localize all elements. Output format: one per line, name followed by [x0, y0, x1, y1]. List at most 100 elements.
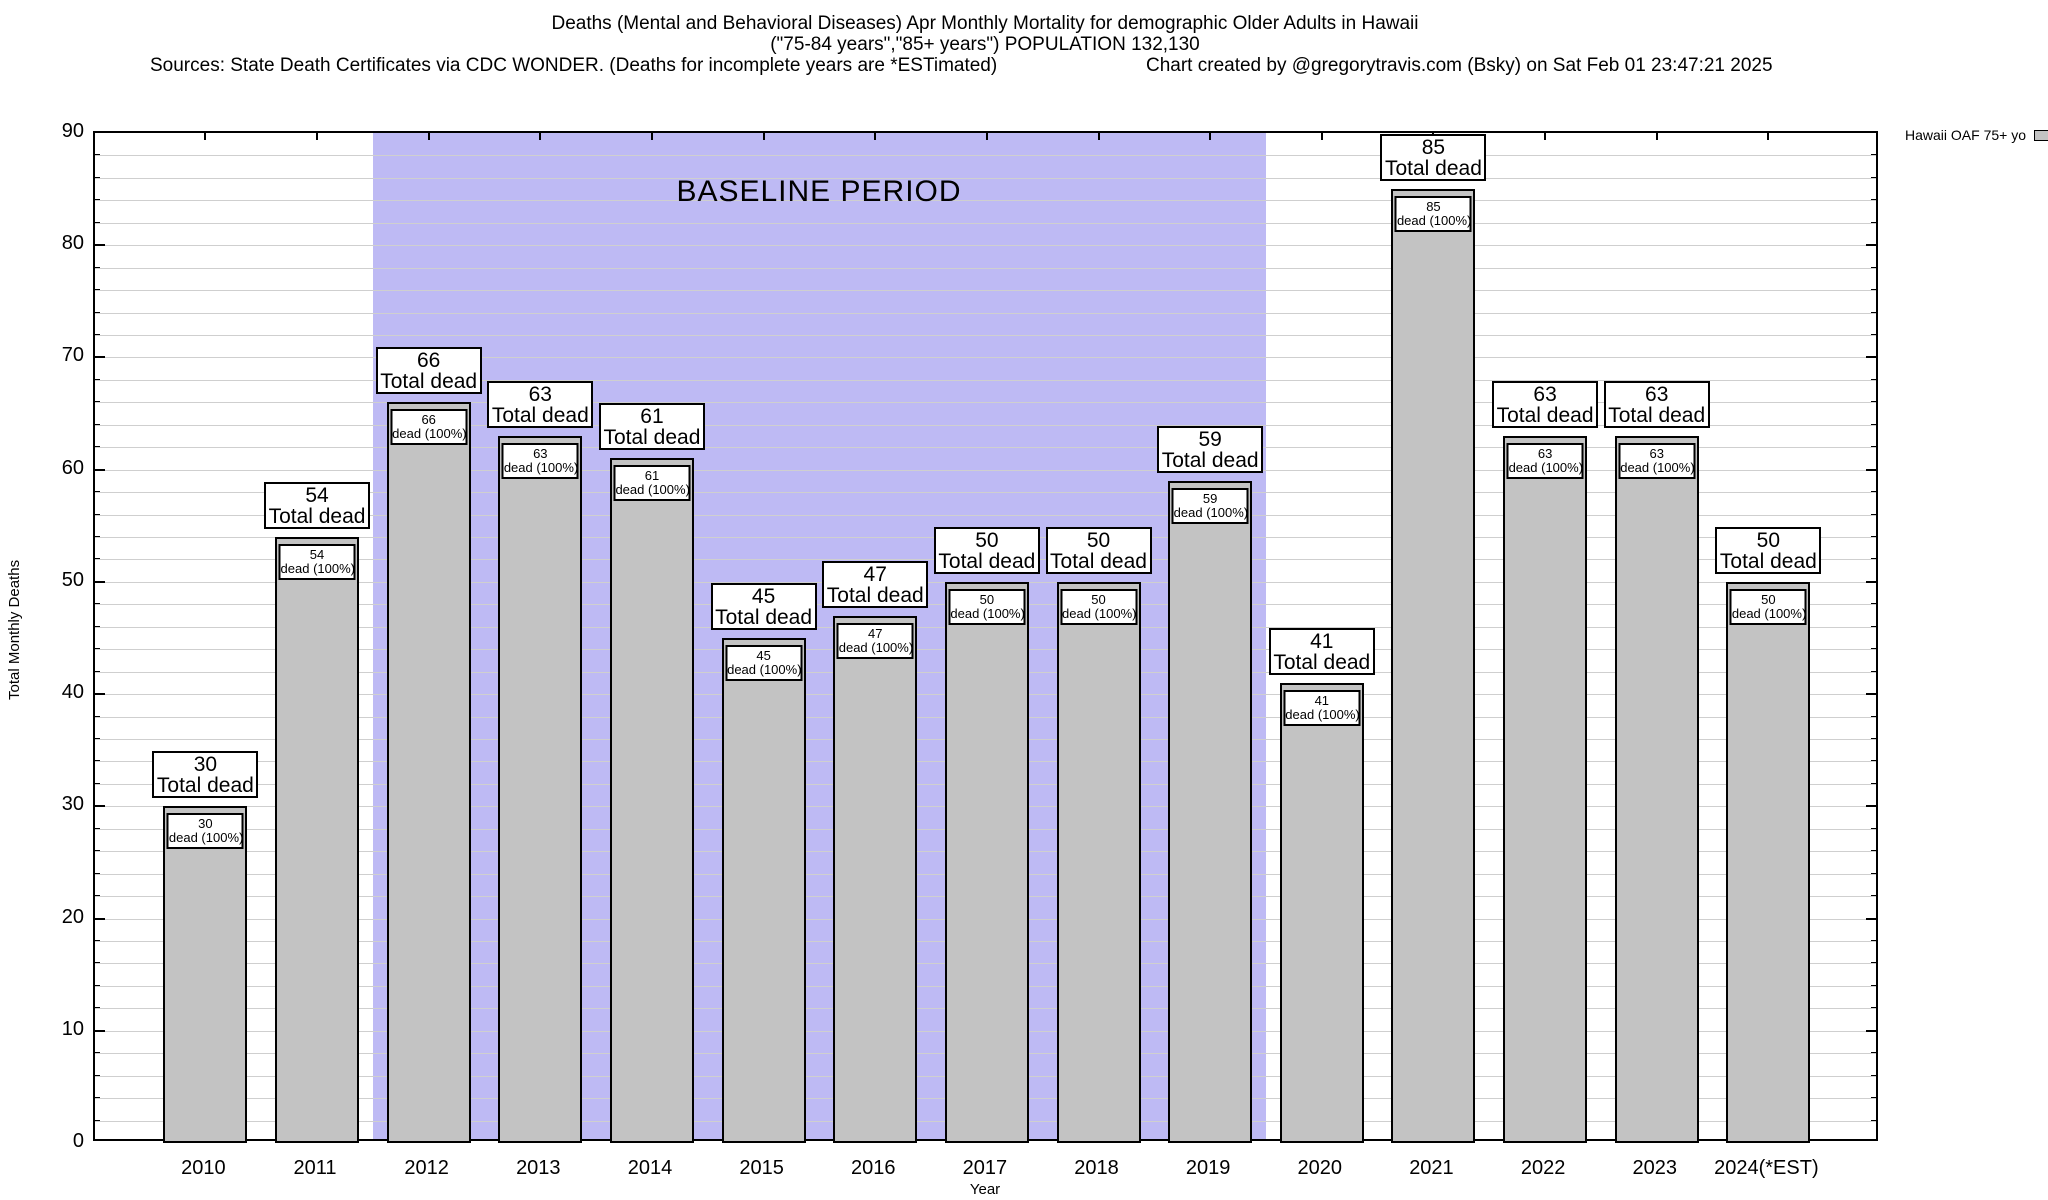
- y-axis-tick: [95, 1074, 100, 1076]
- bar-inner-label: 61 dead (100%): [613, 465, 691, 502]
- bar-total-suffix: Total dead: [826, 583, 924, 607]
- bar-inner-suffix: dead (100%): [168, 830, 244, 846]
- credit-note: Chart created by @gregorytravis.com (Bsk…: [1146, 55, 1773, 76]
- bar-inner-label: 47 dead (100%): [836, 622, 914, 659]
- x-tick-label: 2010: [181, 1157, 226, 1179]
- bar-inner-label: 50 dead (100%): [948, 588, 1026, 625]
- gridline: [95, 379, 1876, 381]
- x-tick-label: 2024(*EST): [1714, 1157, 1819, 1179]
- y-axis-tick: [95, 536, 100, 537]
- y-axis-tick: [95, 266, 100, 268]
- x-tick-label: 2017: [962, 1157, 1008, 1179]
- y-axis-tick: [1871, 760, 1876, 762]
- bar-inner-value: 45: [756, 648, 771, 663]
- gridline: [95, 312, 1876, 314]
- y-axis-tick: [95, 940, 100, 941]
- bar-inner-value: 47: [868, 625, 883, 641]
- x-axis-tick: [427, 133, 430, 140]
- y-axis-tick: [95, 738, 100, 739]
- y-tick-label: 60: [61, 456, 84, 479]
- y-axis-tick: [1871, 940, 1876, 941]
- y-axis-tick: [95, 221, 100, 223]
- gridline: [95, 402, 1876, 404]
- bar-total-label: 63 Total dead: [487, 381, 594, 428]
- gridline: [95, 245, 1876, 247]
- y-axis-tick: [95, 1119, 100, 1121]
- x-axis-tick: [1655, 133, 1658, 140]
- y-axis-tick: [95, 423, 100, 425]
- gridline: [95, 469, 1876, 471]
- bar-total-suffix: Total dead: [1273, 650, 1371, 674]
- bar-total-suffix: Total dead: [1384, 157, 1482, 181]
- y-axis-tick: [1871, 648, 1876, 650]
- x-tick-label: 2019: [1185, 1157, 1231, 1179]
- bar-inner-label: 41 dead (100%): [1283, 689, 1361, 726]
- y-axis-tick: [1871, 872, 1876, 874]
- bar-total-value: 47: [863, 562, 887, 586]
- bar-total-value: 61: [640, 405, 664, 429]
- bar-total-label: 41 Total dead: [1268, 627, 1375, 675]
- y-axis-tick: [1871, 1097, 1876, 1099]
- y-axis-tick: [95, 334, 100, 335]
- y-axis-tick: [1871, 289, 1876, 291]
- bar-total-label: 50 Total dead: [1045, 526, 1152, 574]
- bar: 41 dead (100%): [1279, 682, 1364, 1143]
- y-axis-tick: [95, 311, 100, 313]
- y-tick-label: 40: [61, 681, 84, 704]
- y-axis-tick: [1871, 984, 1876, 986]
- bar-inner-label: 59 dead (100%): [1171, 487, 1249, 524]
- x-tick-label: 2014: [627, 1157, 673, 1179]
- y-axis-tick: [1871, 558, 1876, 560]
- bar-total-label: 45 Total dead: [710, 583, 817, 630]
- y-axis-tick: [1866, 468, 1876, 471]
- x-tick-label: 2013: [516, 1157, 561, 1179]
- bar: 47 dead (100%): [833, 615, 918, 1143]
- bar-inner-suffix: dead (100%): [1731, 605, 1807, 621]
- x-axis-tick: [1320, 133, 1323, 140]
- x-axis-tick: [204, 133, 207, 140]
- bar-total-value: 59: [1198, 427, 1222, 451]
- bar-inner-label: 50 dead (100%): [1060, 588, 1138, 625]
- x-axis-tick: [1544, 133, 1547, 140]
- y-tick-label: 80: [61, 232, 84, 255]
- y-tick-label: 70: [61, 344, 84, 367]
- y-axis-tick: [1866, 693, 1876, 696]
- bar-inner-label: 63 dead (100%): [1506, 443, 1584, 479]
- bar-inner-value: 59: [1202, 490, 1218, 506]
- y-axis-tick: [1866, 917, 1876, 920]
- gridline: [95, 290, 1876, 292]
- y-axis-tick: [1866, 805, 1876, 808]
- y-axis-tick: [95, 199, 100, 201]
- bar-total-label: 47 Total dead: [822, 560, 929, 608]
- bar-inner-value: 63: [533, 446, 548, 461]
- y-axis-tick: [1871, 491, 1876, 493]
- x-axis-tick: [874, 133, 877, 140]
- y-axis-tick: [1871, 513, 1876, 515]
- y-tick-label: 30: [61, 793, 84, 816]
- bar-inner-value: 54: [309, 547, 325, 562]
- y-axis-tick: [95, 378, 100, 380]
- y-axis-tick: [95, 648, 100, 650]
- x-axis-tick: [1097, 133, 1100, 140]
- y-axis-tick: [1871, 334, 1876, 335]
- bar-total-suffix: Total dead: [1050, 549, 1147, 573]
- bar-total-label: 59 Total dead: [1157, 425, 1264, 473]
- bar-inner-suffix: dead (100%): [392, 426, 467, 442]
- plot-area: BASELINE PERIOD 30 dead (100%) 30 Total dea…: [93, 131, 1878, 1143]
- y-axis-tick: [95, 176, 100, 178]
- y-axis-tick: [95, 289, 100, 291]
- legend-label: Hawaii OAF 75+ yo: [1905, 127, 2026, 143]
- bar-total-value: 85: [1421, 136, 1446, 160]
- bar: 61 dead (100%): [609, 458, 694, 1143]
- bar-total-value: 41: [1310, 629, 1334, 653]
- y-axis-tick: [95, 1029, 105, 1032]
- y-axis-tick: [95, 625, 100, 627]
- bar-inner-suffix: dead (100%): [1062, 605, 1137, 621]
- y-tick-label: 10: [61, 1017, 84, 1040]
- y-axis-tick: [95, 580, 105, 583]
- chart-title-line1: Deaths (Mental and Behavioral Diseases) …: [551, 13, 1419, 34]
- y-axis-tick: [95, 558, 100, 560]
- bar-inner-value: 63: [1649, 446, 1664, 461]
- y-axis-tick: [1871, 603, 1876, 605]
